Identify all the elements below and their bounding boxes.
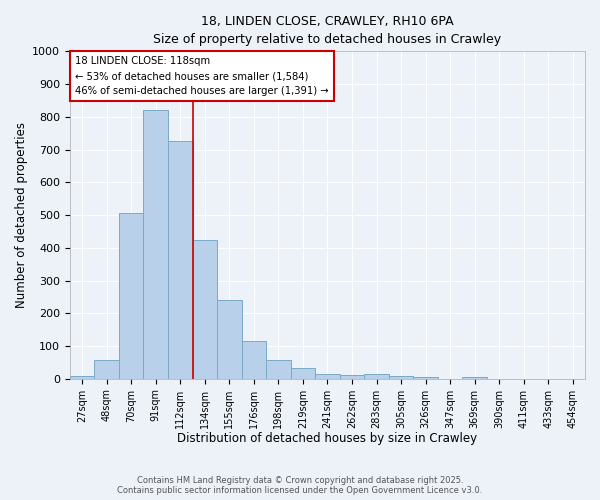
Bar [143,110,168,378]
Bar [70,376,94,378]
Text: 18 LINDEN CLOSE: 118sqm
← 53% of detached houses are smaller (1,584)
46% of semi: 18 LINDEN CLOSE: 118sqm ← 53% of detache… [75,56,329,96]
Bar [168,142,193,378]
Bar [119,214,143,378]
Bar [315,374,340,378]
Bar [290,368,315,378]
Title: 18, LINDEN CLOSE, CRAWLEY, RH10 6PA
Size of property relative to detached houses: 18, LINDEN CLOSE, CRAWLEY, RH10 6PA Size… [154,15,502,46]
Bar [389,376,413,378]
Bar [217,300,242,378]
Y-axis label: Number of detached properties: Number of detached properties [15,122,28,308]
Bar [242,341,266,378]
X-axis label: Distribution of detached houses by size in Crawley: Distribution of detached houses by size … [178,432,478,445]
Bar [340,376,364,378]
Bar [94,360,119,378]
Bar [193,240,217,378]
Bar [463,377,487,378]
Bar [266,360,290,378]
Text: Contains HM Land Registry data © Crown copyright and database right 2025.
Contai: Contains HM Land Registry data © Crown c… [118,476,482,495]
Bar [364,374,389,378]
